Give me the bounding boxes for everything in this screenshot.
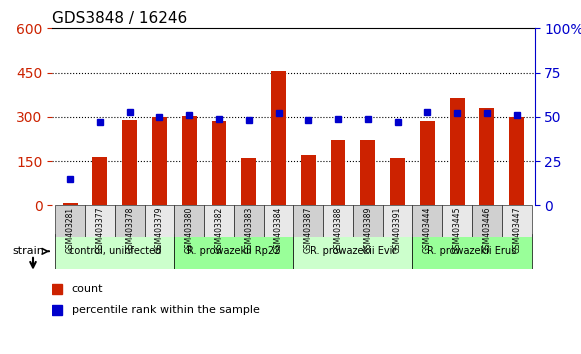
Text: GDS3848 / 16246: GDS3848 / 16246 (52, 11, 188, 26)
Bar (331, 140, 346, 205)
FancyBboxPatch shape (55, 205, 85, 237)
Text: R. prowazekii Evir: R. prowazekii Evir (310, 246, 396, 256)
Text: GSM403383: GSM403383 (244, 207, 253, 253)
Text: GSM403445: GSM403445 (453, 207, 462, 253)
FancyBboxPatch shape (115, 205, 145, 237)
Bar (122, 120, 137, 205)
FancyBboxPatch shape (174, 205, 204, 237)
Text: R. prowazekii Rp22: R. prowazekii Rp22 (187, 246, 281, 256)
Text: GSM403391: GSM403391 (393, 207, 402, 253)
FancyBboxPatch shape (413, 205, 442, 237)
Text: GSM403384: GSM403384 (274, 207, 283, 253)
Text: GSM403380: GSM403380 (185, 207, 193, 253)
FancyBboxPatch shape (293, 205, 323, 237)
Bar (450, 98, 465, 205)
FancyBboxPatch shape (502, 205, 532, 237)
Text: count: count (71, 284, 103, 294)
FancyBboxPatch shape (174, 234, 293, 269)
FancyBboxPatch shape (442, 205, 472, 237)
FancyBboxPatch shape (413, 234, 532, 269)
Text: GSM403379: GSM403379 (155, 207, 164, 253)
Text: GSM403446: GSM403446 (482, 207, 492, 253)
FancyBboxPatch shape (145, 205, 174, 237)
FancyBboxPatch shape (55, 234, 174, 269)
Bar (271, 71, 286, 205)
FancyBboxPatch shape (353, 205, 383, 237)
FancyBboxPatch shape (204, 205, 234, 237)
Text: GSM403387: GSM403387 (304, 207, 313, 253)
FancyBboxPatch shape (383, 205, 413, 237)
Bar (211, 121, 227, 205)
FancyBboxPatch shape (264, 205, 293, 237)
Text: GSM403389: GSM403389 (363, 207, 372, 253)
Text: R. prowazekii Erus: R. prowazekii Erus (428, 246, 517, 256)
Bar (420, 121, 435, 205)
Bar (509, 118, 524, 205)
Text: GSM403377: GSM403377 (95, 207, 105, 253)
FancyBboxPatch shape (472, 205, 502, 237)
Bar (182, 116, 196, 205)
Bar (301, 155, 315, 205)
Bar (241, 158, 256, 205)
FancyBboxPatch shape (85, 205, 115, 237)
Bar (92, 156, 107, 205)
Text: GSM403388: GSM403388 (333, 207, 343, 253)
Text: GSM403378: GSM403378 (125, 207, 134, 253)
Bar (479, 108, 494, 205)
Bar (63, 203, 78, 205)
Text: GSM403281: GSM403281 (66, 207, 74, 253)
Text: strain: strain (13, 246, 44, 256)
Text: GSM403444: GSM403444 (423, 207, 432, 253)
FancyBboxPatch shape (323, 205, 353, 237)
Text: GSM403447: GSM403447 (512, 207, 521, 253)
Text: control, uninfected: control, uninfected (69, 246, 161, 256)
FancyBboxPatch shape (293, 234, 413, 269)
Text: percentile rank within the sample: percentile rank within the sample (71, 305, 260, 315)
Bar (390, 158, 405, 205)
Text: GSM403382: GSM403382 (214, 207, 224, 253)
Bar (152, 117, 167, 205)
Bar (360, 141, 375, 205)
FancyBboxPatch shape (234, 205, 264, 237)
